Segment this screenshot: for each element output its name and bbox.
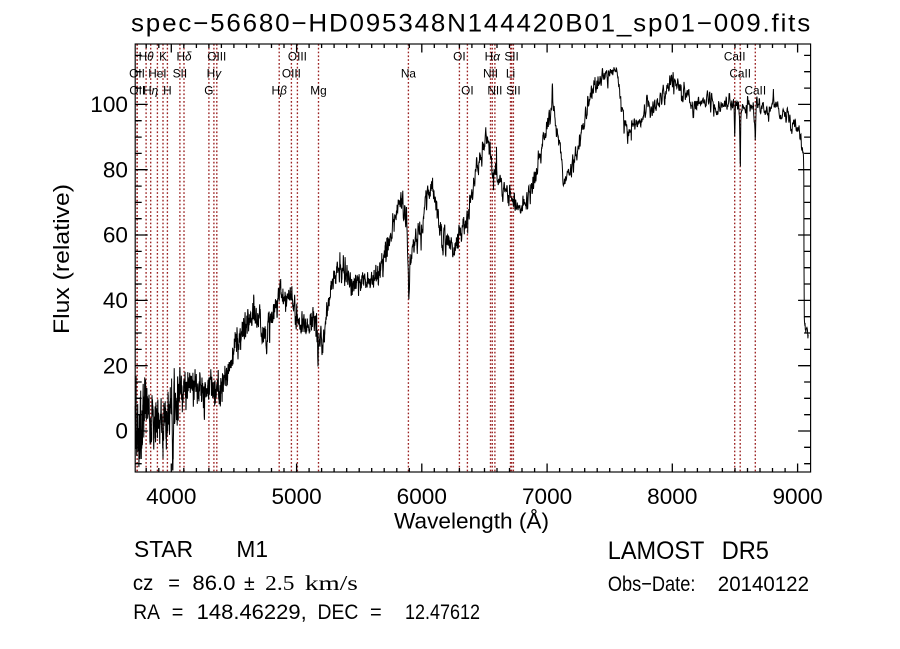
svg-text:CaII: CaII <box>744 84 766 98</box>
svg-text:Hα: Hα <box>485 50 501 64</box>
svg-text:5000: 5000 <box>272 484 322 509</box>
svg-text:CaII: CaII <box>729 67 751 81</box>
svg-text:OIII: OIII <box>207 50 226 64</box>
svg-text:7000: 7000 <box>522 484 572 509</box>
svg-text:0: 0 <box>115 419 128 444</box>
svg-text:OIII: OIII <box>288 50 307 64</box>
svg-text:NII: NII <box>483 67 498 81</box>
svg-text:RA=148.46229,DEC=12.47612: RA = 148.46229, DEC = 12.47612 <box>133 600 480 624</box>
svg-text:80: 80 <box>103 157 128 182</box>
svg-text:OI: OI <box>461 84 473 98</box>
svg-text:Wavelength (Å): Wavelength (Å) <box>394 509 549 534</box>
svg-text:Flux (relative): Flux (relative) <box>49 184 74 334</box>
svg-text:SII: SII <box>506 84 520 98</box>
svg-text:STAR: STAR <box>134 536 193 562</box>
svg-text:Hγ: Hγ <box>207 67 223 81</box>
svg-text:20: 20 <box>103 353 128 378</box>
svg-text:SII: SII <box>504 50 518 64</box>
svg-text:9000: 9000 <box>773 484 823 509</box>
svg-text:Obs−Date:20140122: Obs−Date: 20140122 <box>608 572 809 596</box>
svg-text:OI: OI <box>453 50 465 64</box>
svg-text:G: G <box>204 84 213 98</box>
svg-text:Li: Li <box>506 67 515 81</box>
svg-text:SII: SII <box>173 67 187 81</box>
svg-text:OII: OII <box>129 67 145 81</box>
svg-text:HeI: HeI <box>148 67 166 81</box>
svg-text:100: 100 <box>90 92 128 117</box>
svg-text:OII: OII <box>129 84 145 98</box>
svg-text:Hβ: Hβ <box>272 84 288 98</box>
svg-text:NII: NII <box>487 84 502 98</box>
svg-text:Hθ: Hθ <box>139 50 155 64</box>
svg-text:40: 40 <box>103 288 128 313</box>
svg-text:OIII: OIII <box>282 67 301 81</box>
svg-text:cz=86.0±2.5km/s: cz = 86.0 ±2.5 km/s <box>133 571 358 595</box>
svg-text:Na: Na <box>401 67 417 81</box>
svg-text:60: 60 <box>103 223 128 248</box>
svg-text:Hη: Hη <box>143 84 159 98</box>
svg-text:K: K <box>159 50 167 64</box>
svg-text:CaII: CaII <box>724 50 746 64</box>
svg-text:8000: 8000 <box>647 484 697 509</box>
svg-text:Hδ: Hδ <box>176 50 192 64</box>
svg-text:H: H <box>163 84 172 98</box>
svg-text:spec−56680−HD095348N144420B01_: spec−56680−HD095348N144420B01_sp01−009.f… <box>131 10 812 38</box>
svg-text:4000: 4000 <box>146 484 196 509</box>
svg-text:Mg: Mg <box>310 84 326 98</box>
svg-text:M1: M1 <box>236 536 268 562</box>
svg-text:6000: 6000 <box>397 484 447 509</box>
